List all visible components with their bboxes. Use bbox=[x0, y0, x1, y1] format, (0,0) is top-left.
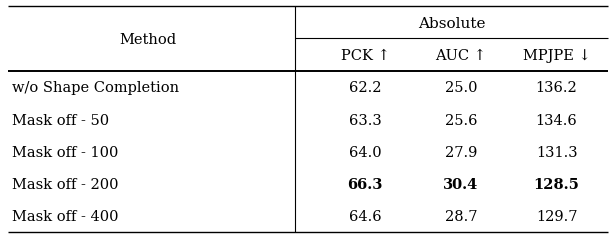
Text: Mask off - 200: Mask off - 200 bbox=[12, 178, 119, 192]
Text: 64.0: 64.0 bbox=[349, 146, 381, 160]
Text: 28.7: 28.7 bbox=[445, 210, 477, 224]
Text: AUC ↑: AUC ↑ bbox=[435, 49, 486, 63]
Text: Mask off - 400: Mask off - 400 bbox=[12, 210, 119, 224]
Text: 128.5: 128.5 bbox=[534, 178, 580, 192]
Text: Mask off - 50: Mask off - 50 bbox=[12, 114, 109, 128]
Text: 27.9: 27.9 bbox=[445, 146, 477, 160]
Text: 134.6: 134.6 bbox=[535, 114, 577, 128]
Text: Absolute: Absolute bbox=[418, 17, 485, 31]
Text: 131.3: 131.3 bbox=[536, 146, 577, 160]
Text: 129.7: 129.7 bbox=[536, 210, 577, 224]
Text: 25.6: 25.6 bbox=[445, 114, 477, 128]
Text: 63.3: 63.3 bbox=[349, 114, 381, 128]
Text: Method: Method bbox=[119, 33, 176, 47]
Text: w/o Shape Completion: w/o Shape Completion bbox=[12, 81, 179, 95]
Text: 62.2: 62.2 bbox=[349, 81, 381, 95]
Text: 66.3: 66.3 bbox=[348, 178, 383, 192]
Text: 25.0: 25.0 bbox=[445, 81, 477, 95]
Text: Mask off - 100: Mask off - 100 bbox=[12, 146, 119, 160]
Text: PCK ↑: PCK ↑ bbox=[341, 49, 390, 63]
Text: 136.2: 136.2 bbox=[535, 81, 577, 95]
Text: 64.6: 64.6 bbox=[349, 210, 381, 224]
Text: MPJPE ↓: MPJPE ↓ bbox=[523, 49, 591, 63]
Text: 30.4: 30.4 bbox=[443, 178, 478, 192]
